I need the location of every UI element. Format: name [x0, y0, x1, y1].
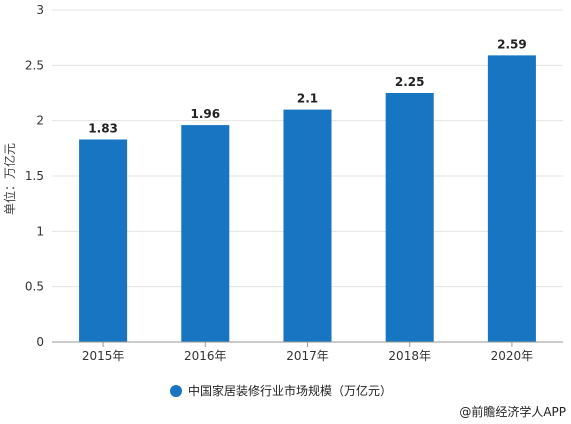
data-label: 2.1 [297, 92, 318, 106]
x-tick-label: 2015年 [82, 349, 125, 363]
y-tick-label: 1.5 [25, 169, 44, 183]
x-tick-label: 2017年 [286, 349, 329, 363]
data-label: 1.83 [88, 121, 118, 135]
bars [79, 55, 536, 343]
bar [181, 125, 230, 343]
x-tick-labels: 2015年 2016年 2017年 2018年 2020年 [82, 342, 533, 363]
y-tick-label: 2.5 [25, 58, 44, 72]
y-tick-label: 0.5 [25, 280, 44, 294]
legend: 中国家居装修行业市场规模（万亿元） [170, 383, 392, 398]
legend-label: 中国家居装修行业市场规模（万亿元） [188, 383, 392, 398]
data-label: 2.59 [497, 37, 527, 51]
legend-marker [170, 385, 182, 397]
data-label: 2.25 [395, 75, 425, 89]
y-tick-label: 0 [36, 335, 44, 349]
y-tick-label: 3 [36, 3, 44, 17]
bar [487, 55, 536, 343]
data-labels: 1.83 1.96 2.1 2.25 2.59 [88, 37, 526, 135]
x-tick-label: 2018年 [388, 349, 431, 363]
y-axis-label: 单位：万亿元 [2, 143, 17, 215]
data-label: 1.96 [190, 107, 220, 121]
bar [283, 109, 332, 342]
y-tick-labels: 0 0.5 1 1.5 2 2.5 3 [25, 3, 44, 349]
x-tick-label: 2020年 [491, 349, 534, 363]
y-tick-label: 2 [36, 114, 44, 128]
source-credit: @前瞻经济学人APP [459, 404, 566, 419]
bar [385, 93, 434, 342]
bar [79, 139, 128, 342]
x-tick-label: 2016年 [184, 349, 227, 363]
y-tick-label: 1 [36, 224, 44, 238]
